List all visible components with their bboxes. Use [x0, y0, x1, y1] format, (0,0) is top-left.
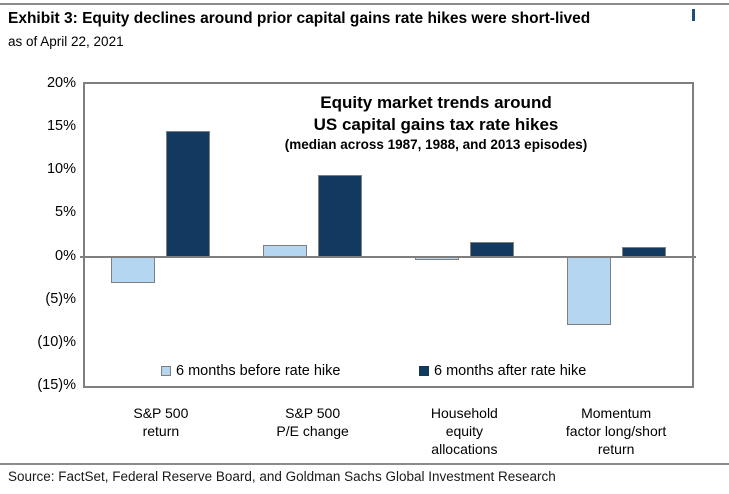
- chart-subtitle: (median across 1987, 1988, and 2013 epis…: [284, 137, 588, 152]
- chart-title-line-2: US capital gains tax rate hikes: [313, 115, 559, 134]
- bottom-divider: [0, 463, 729, 465]
- zero-axis-line: [80, 255, 696, 258]
- x-category-label: S&P 500 return: [85, 404, 237, 458]
- x-category-label-line: equity: [445, 423, 484, 439]
- legend-swatch-before-icon: [161, 366, 171, 376]
- x-category-label-line: allocations: [431, 441, 498, 457]
- legend-item-before: 6 months before rate hike: [161, 363, 340, 379]
- chart-title-block: Equity market trends around US capital g…: [285, 92, 587, 154]
- y-tick-label: 0%: [55, 247, 76, 264]
- source-text: Source: FactSet, Federal Reserve Board, …: [8, 469, 556, 484]
- x-category-label-line: S&P 500: [133, 405, 189, 421]
- legend-label-after: 6 months after rate hike: [434, 363, 587, 379]
- bar-before-cat4: [566, 256, 611, 325]
- as-of-date: as of April 22, 2021: [8, 34, 124, 49]
- x-category-label-line: return: [142, 423, 180, 439]
- x-category-label-line: return: [597, 441, 635, 457]
- x-axis-labels: S&P 500 return S&P 500 P/E change Household e…: [85, 404, 692, 458]
- top-divider: [0, 3, 729, 5]
- y-tick-label: 5%: [55, 204, 76, 221]
- bar-after-cat1: [166, 130, 211, 257]
- bar-before-cat2: [263, 245, 308, 257]
- legend-item-after: 6 months after rate hike: [419, 363, 586, 379]
- legend-label-before: 6 months before rate hike: [176, 363, 341, 379]
- y-tick-label: (10)%: [37, 333, 76, 350]
- bar-after-cat2: [318, 174, 363, 257]
- x-category-label: Momentum factor long/short return: [540, 404, 692, 458]
- bar-before-cat3: [414, 256, 459, 260]
- bar-before-cat1: [111, 256, 156, 284]
- bar-after-cat3: [469, 241, 514, 257]
- x-category-label: S&P 500 P/E change: [237, 404, 389, 458]
- bar-after-cat4: [621, 247, 666, 257]
- x-category-label-line: S&P 500: [285, 405, 341, 421]
- x-category-label-line: P/E change: [276, 423, 349, 439]
- plot-area: Equity market trends around US capital g…: [80, 82, 696, 388]
- x-category-label-line: factor long/short: [565, 423, 667, 439]
- exhibit-title: Exhibit 3: Equity declines around prior …: [8, 10, 591, 27]
- legend-swatch-after-icon: [419, 366, 429, 376]
- y-tick-label: 20%: [46, 75, 76, 91]
- x-category-label: Household equity allocations: [389, 404, 541, 458]
- chart-title-line-1: Equity market trends around: [320, 93, 552, 112]
- x-category-label-line: Momentum: [581, 405, 652, 421]
- y-tick-label: (5)%: [45, 290, 76, 307]
- y-tick-label: 15%: [46, 118, 76, 135]
- y-tick-label: 10%: [46, 161, 76, 178]
- x-category-label-line: Household: [430, 405, 498, 421]
- page-edge-artifact: [692, 9, 695, 21]
- y-axis-labels: 20% 15% 10% 5% 0% (5)% (10)% (15)%: [0, 75, 76, 393]
- y-tick-label: (15)%: [37, 377, 76, 393]
